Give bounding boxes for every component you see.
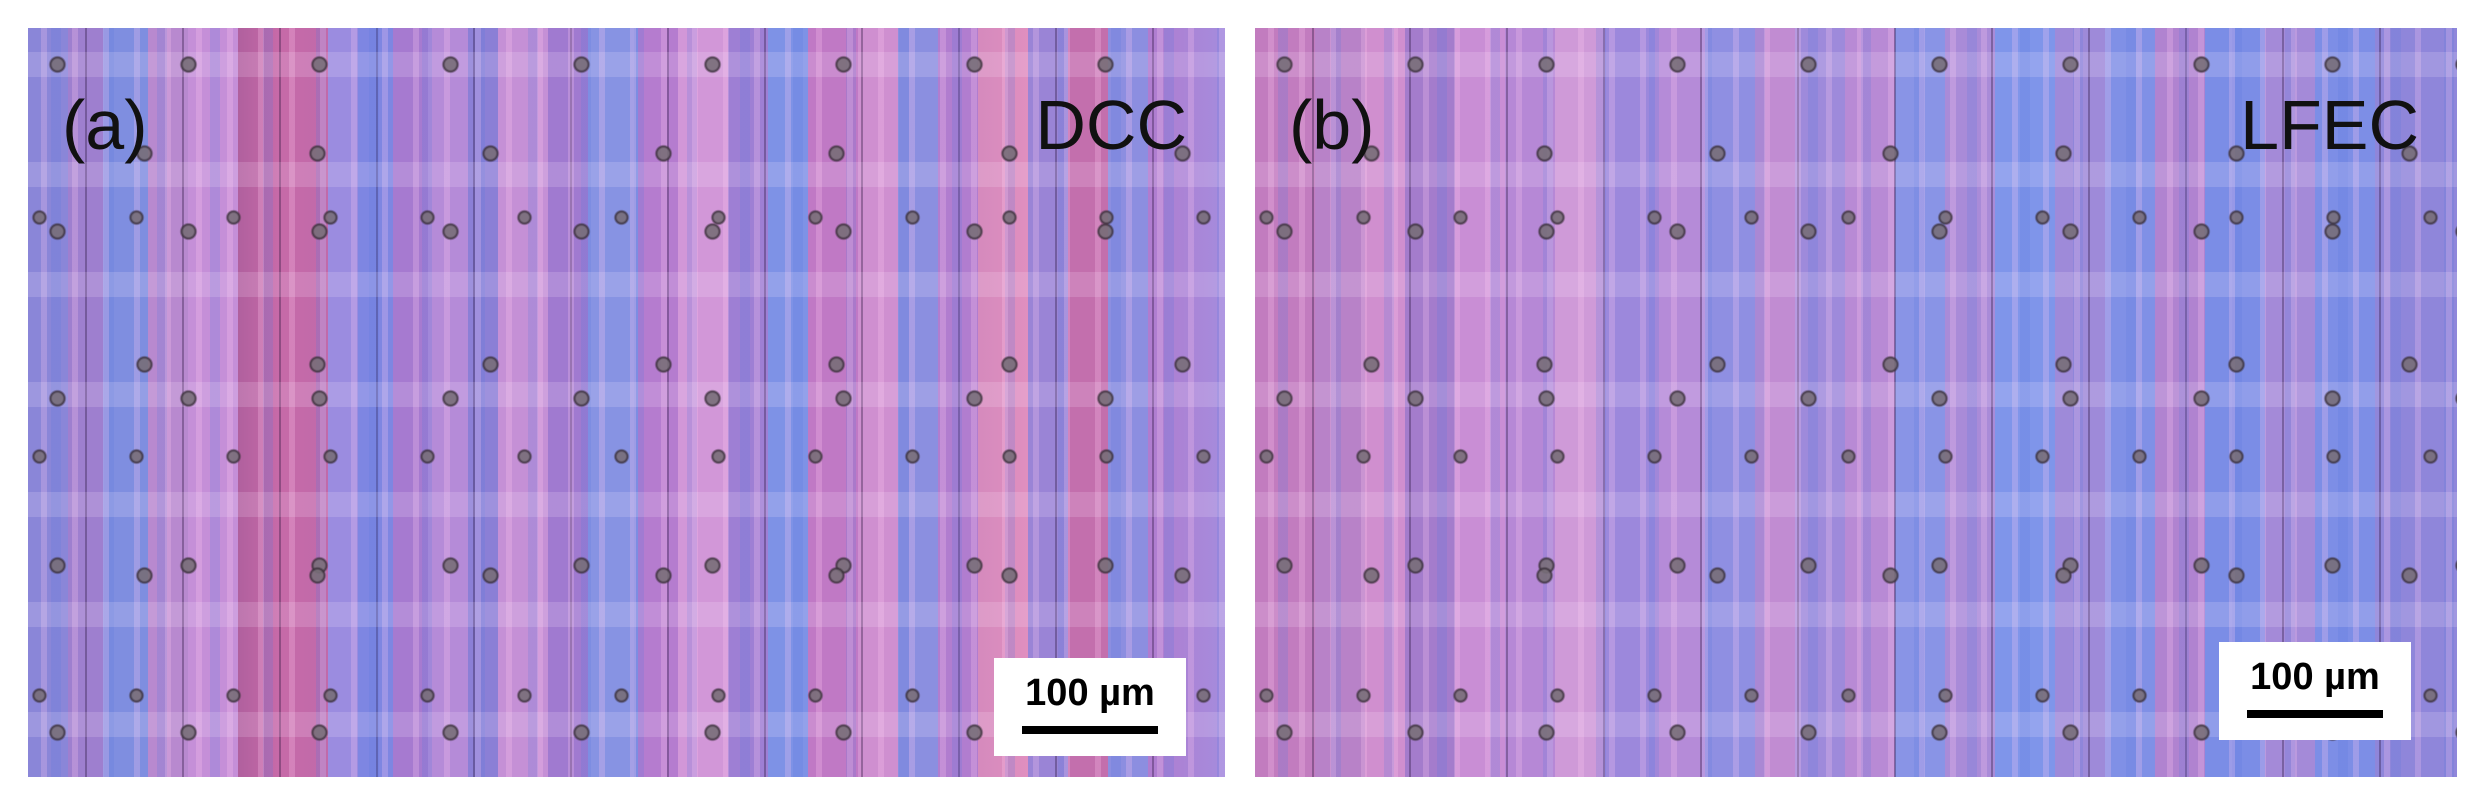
panel-label: (b): [1289, 86, 1375, 164]
method-label: LFEC: [2240, 86, 2419, 164]
scale-bar: 100 µm: [994, 658, 1186, 756]
micrograph-panel: (b) LFEC 100 µm: [1255, 28, 2457, 777]
scale-line: [2247, 710, 2383, 718]
micrograph-panel: (a) DCC 100 µm: [28, 28, 1225, 777]
particles: [28, 28, 1225, 777]
scale-line: [1022, 726, 1158, 734]
scale-text: 100 µm: [1025, 672, 1155, 714]
scale-text: 100 µm: [2250, 656, 2380, 698]
panel-label: (a): [62, 86, 148, 164]
method-label: DCC: [1035, 86, 1187, 164]
scale-bar: 100 µm: [2219, 642, 2411, 740]
